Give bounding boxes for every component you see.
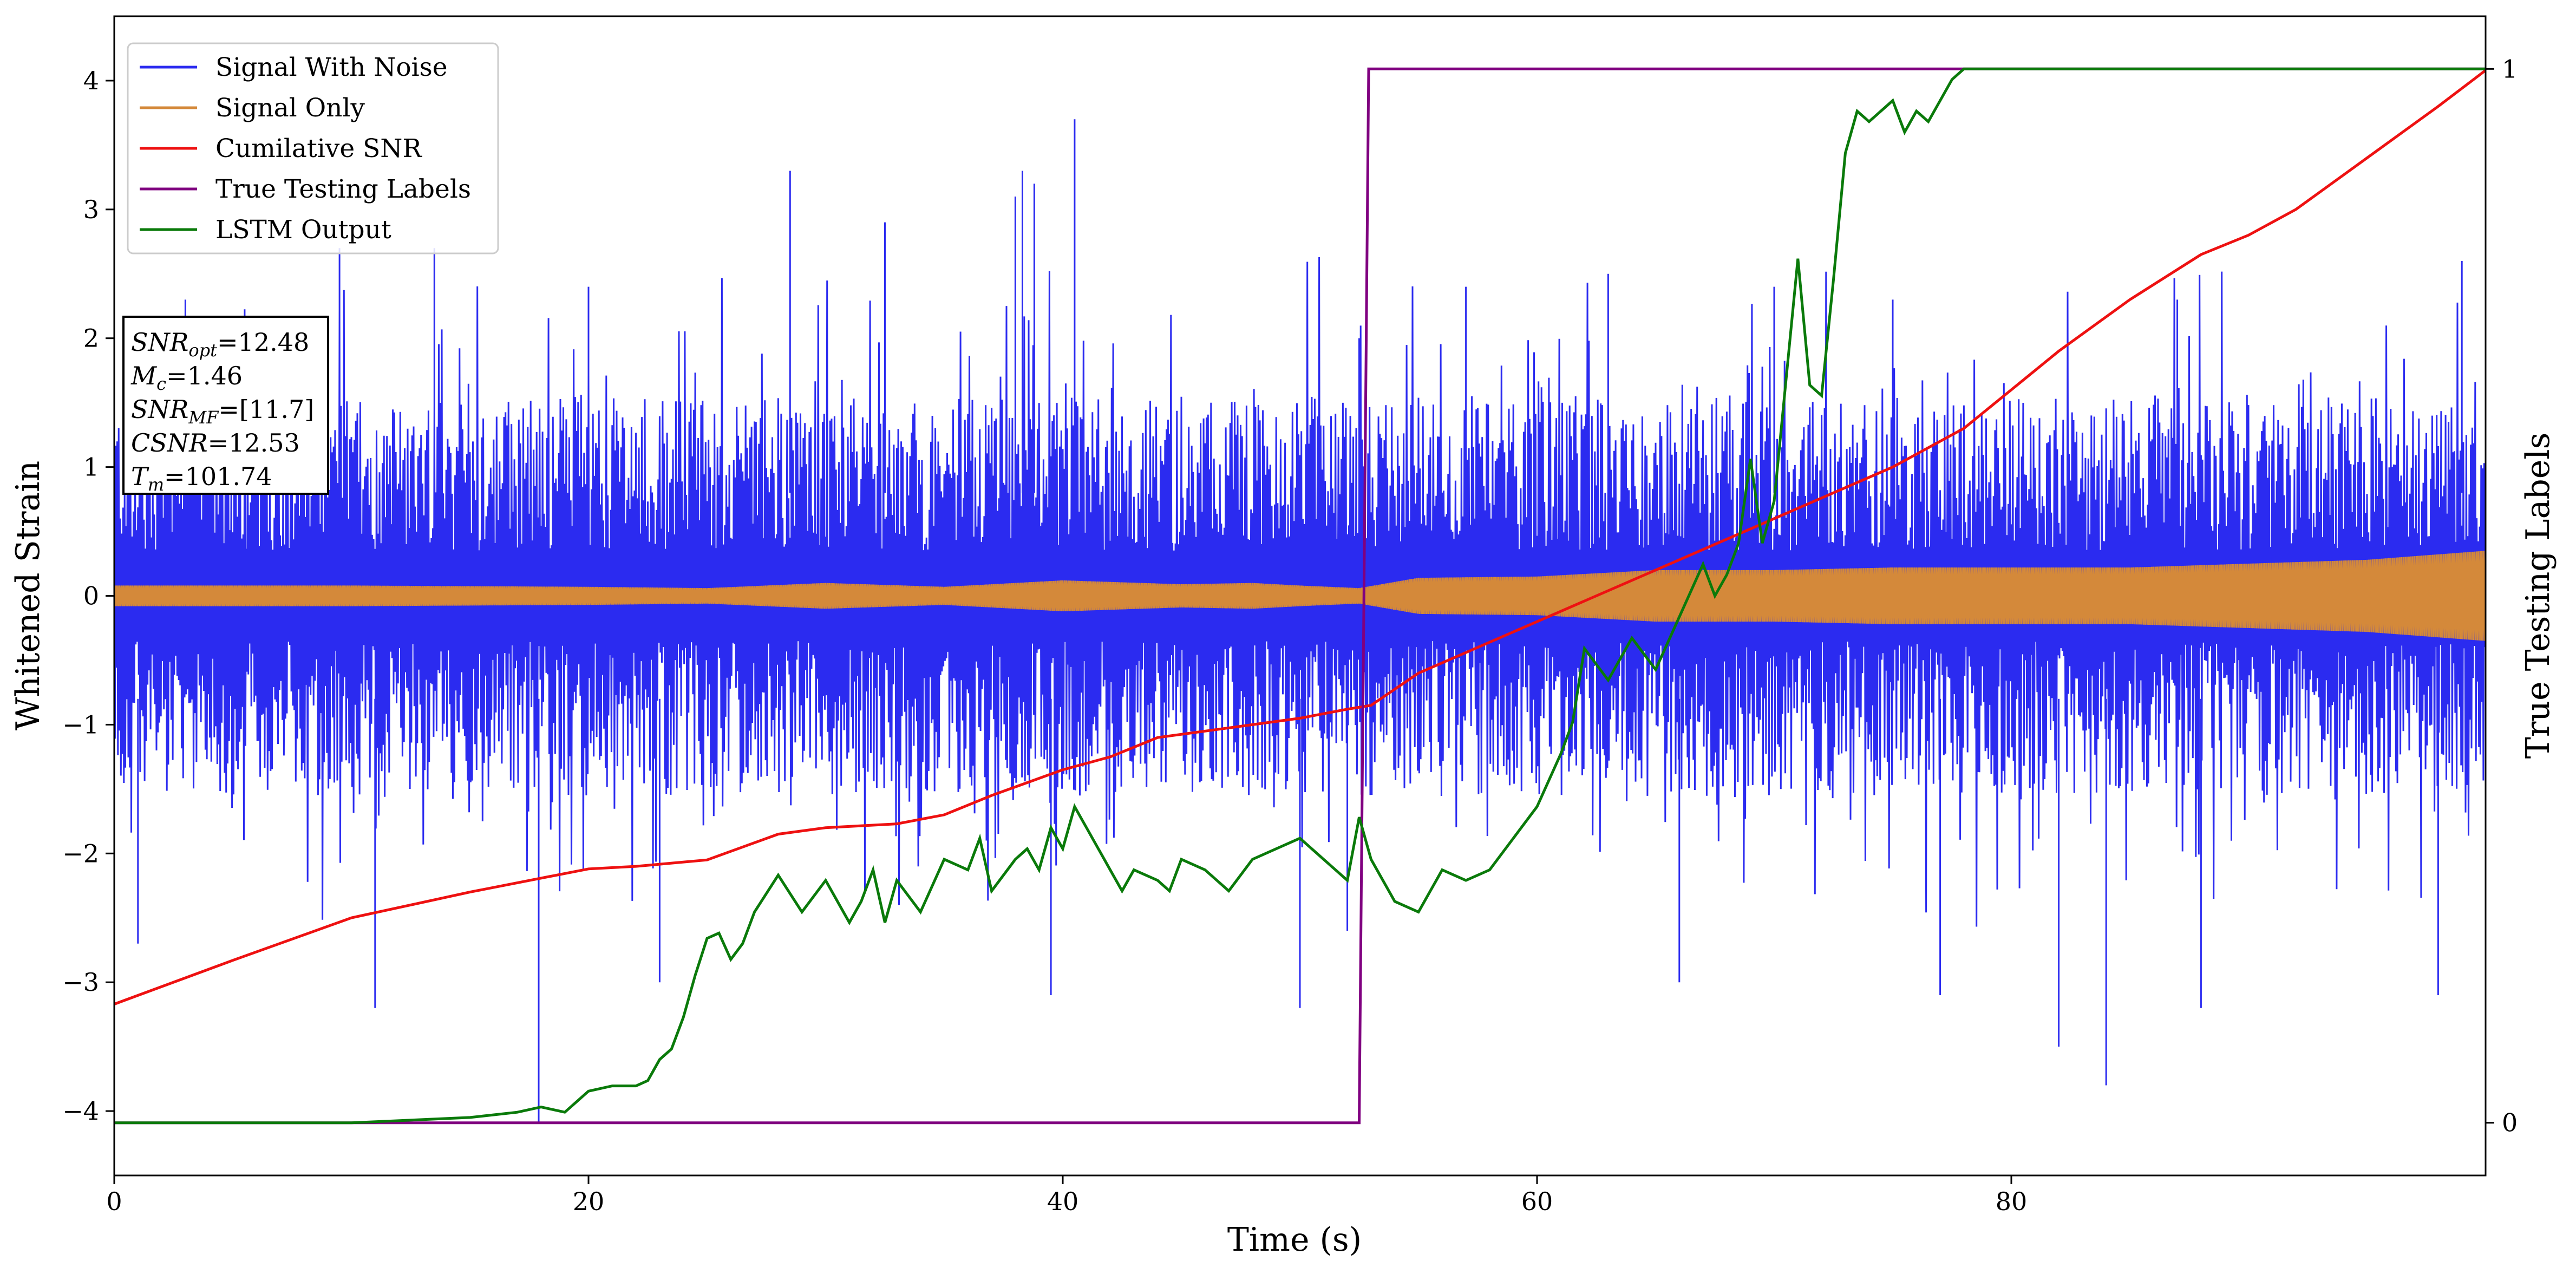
true-testing-labels-line <box>114 67 2486 1125</box>
legend-label: Signal With Noise <box>215 53 448 82</box>
y-tick-label: −1 <box>62 710 99 739</box>
y-tick-label: −3 <box>62 968 99 997</box>
y-tick-label: 3 <box>83 195 99 224</box>
legend-label: LSTM Output <box>215 215 391 245</box>
signal-with-noise-line <box>114 119 2486 1124</box>
lstm-output-line <box>114 67 2486 1125</box>
annotation-line: Tm=101.74 <box>131 462 272 495</box>
x-tick-label: 60 <box>1521 1187 1553 1216</box>
series-layer <box>114 67 2486 1125</box>
legend-label: True Testing Labels <box>215 174 471 204</box>
y-axis-right: 01 <box>2486 54 2518 1138</box>
y-tick-label: 2 <box>83 324 99 353</box>
y2-axis-title: True Testing Labels <box>2519 433 2557 759</box>
signal-only-line <box>114 551 2486 641</box>
y-tick-label: 0 <box>83 582 99 611</box>
y-axis-title: Whitened Strain <box>9 461 47 730</box>
parameter-annotation: SNRopt=12.48Mc=1.46SNRMF=[11.7]CSNR=12.5… <box>122 316 329 495</box>
legend: Signal With Noise Signal Only Cumilative S… <box>127 42 499 254</box>
annotation-line: SNRopt=12.48 <box>131 328 309 361</box>
y2-tick-label: 1 <box>2502 54 2518 83</box>
y-tick-label: 4 <box>83 66 99 95</box>
y2-tick-label: 0 <box>2502 1108 2518 1138</box>
y-tick-label: −4 <box>62 1096 99 1126</box>
legend-box <box>127 42 499 254</box>
x-tick-label: 20 <box>573 1187 605 1216</box>
y-axis-left: −4 −3 −2 −1 0 1 2 3 4 <box>62 66 114 1126</box>
legend-label: Signal Only <box>215 93 365 123</box>
x-axis: 0 20 40 60 80 <box>106 1175 2027 1216</box>
annotation-line: Mc=1.46 <box>130 361 243 394</box>
legend-label: Cumilative SNR <box>215 134 422 164</box>
annotation-box <box>122 316 329 495</box>
annotation-line: CSNR=12.53 <box>131 428 300 458</box>
y-tick-label: −2 <box>62 839 99 868</box>
x-tick-label: 40 <box>1047 1187 1079 1216</box>
cumulative-snr-line <box>114 69 2486 1005</box>
x-tick-label: 80 <box>1996 1187 2028 1216</box>
x-axis-title: Time (s) <box>1227 1221 1362 1259</box>
x-tick-label: 0 <box>106 1187 122 1216</box>
annotation-line: SNRMF=[11.7] <box>131 395 314 428</box>
y-tick-label: 1 <box>83 453 99 482</box>
